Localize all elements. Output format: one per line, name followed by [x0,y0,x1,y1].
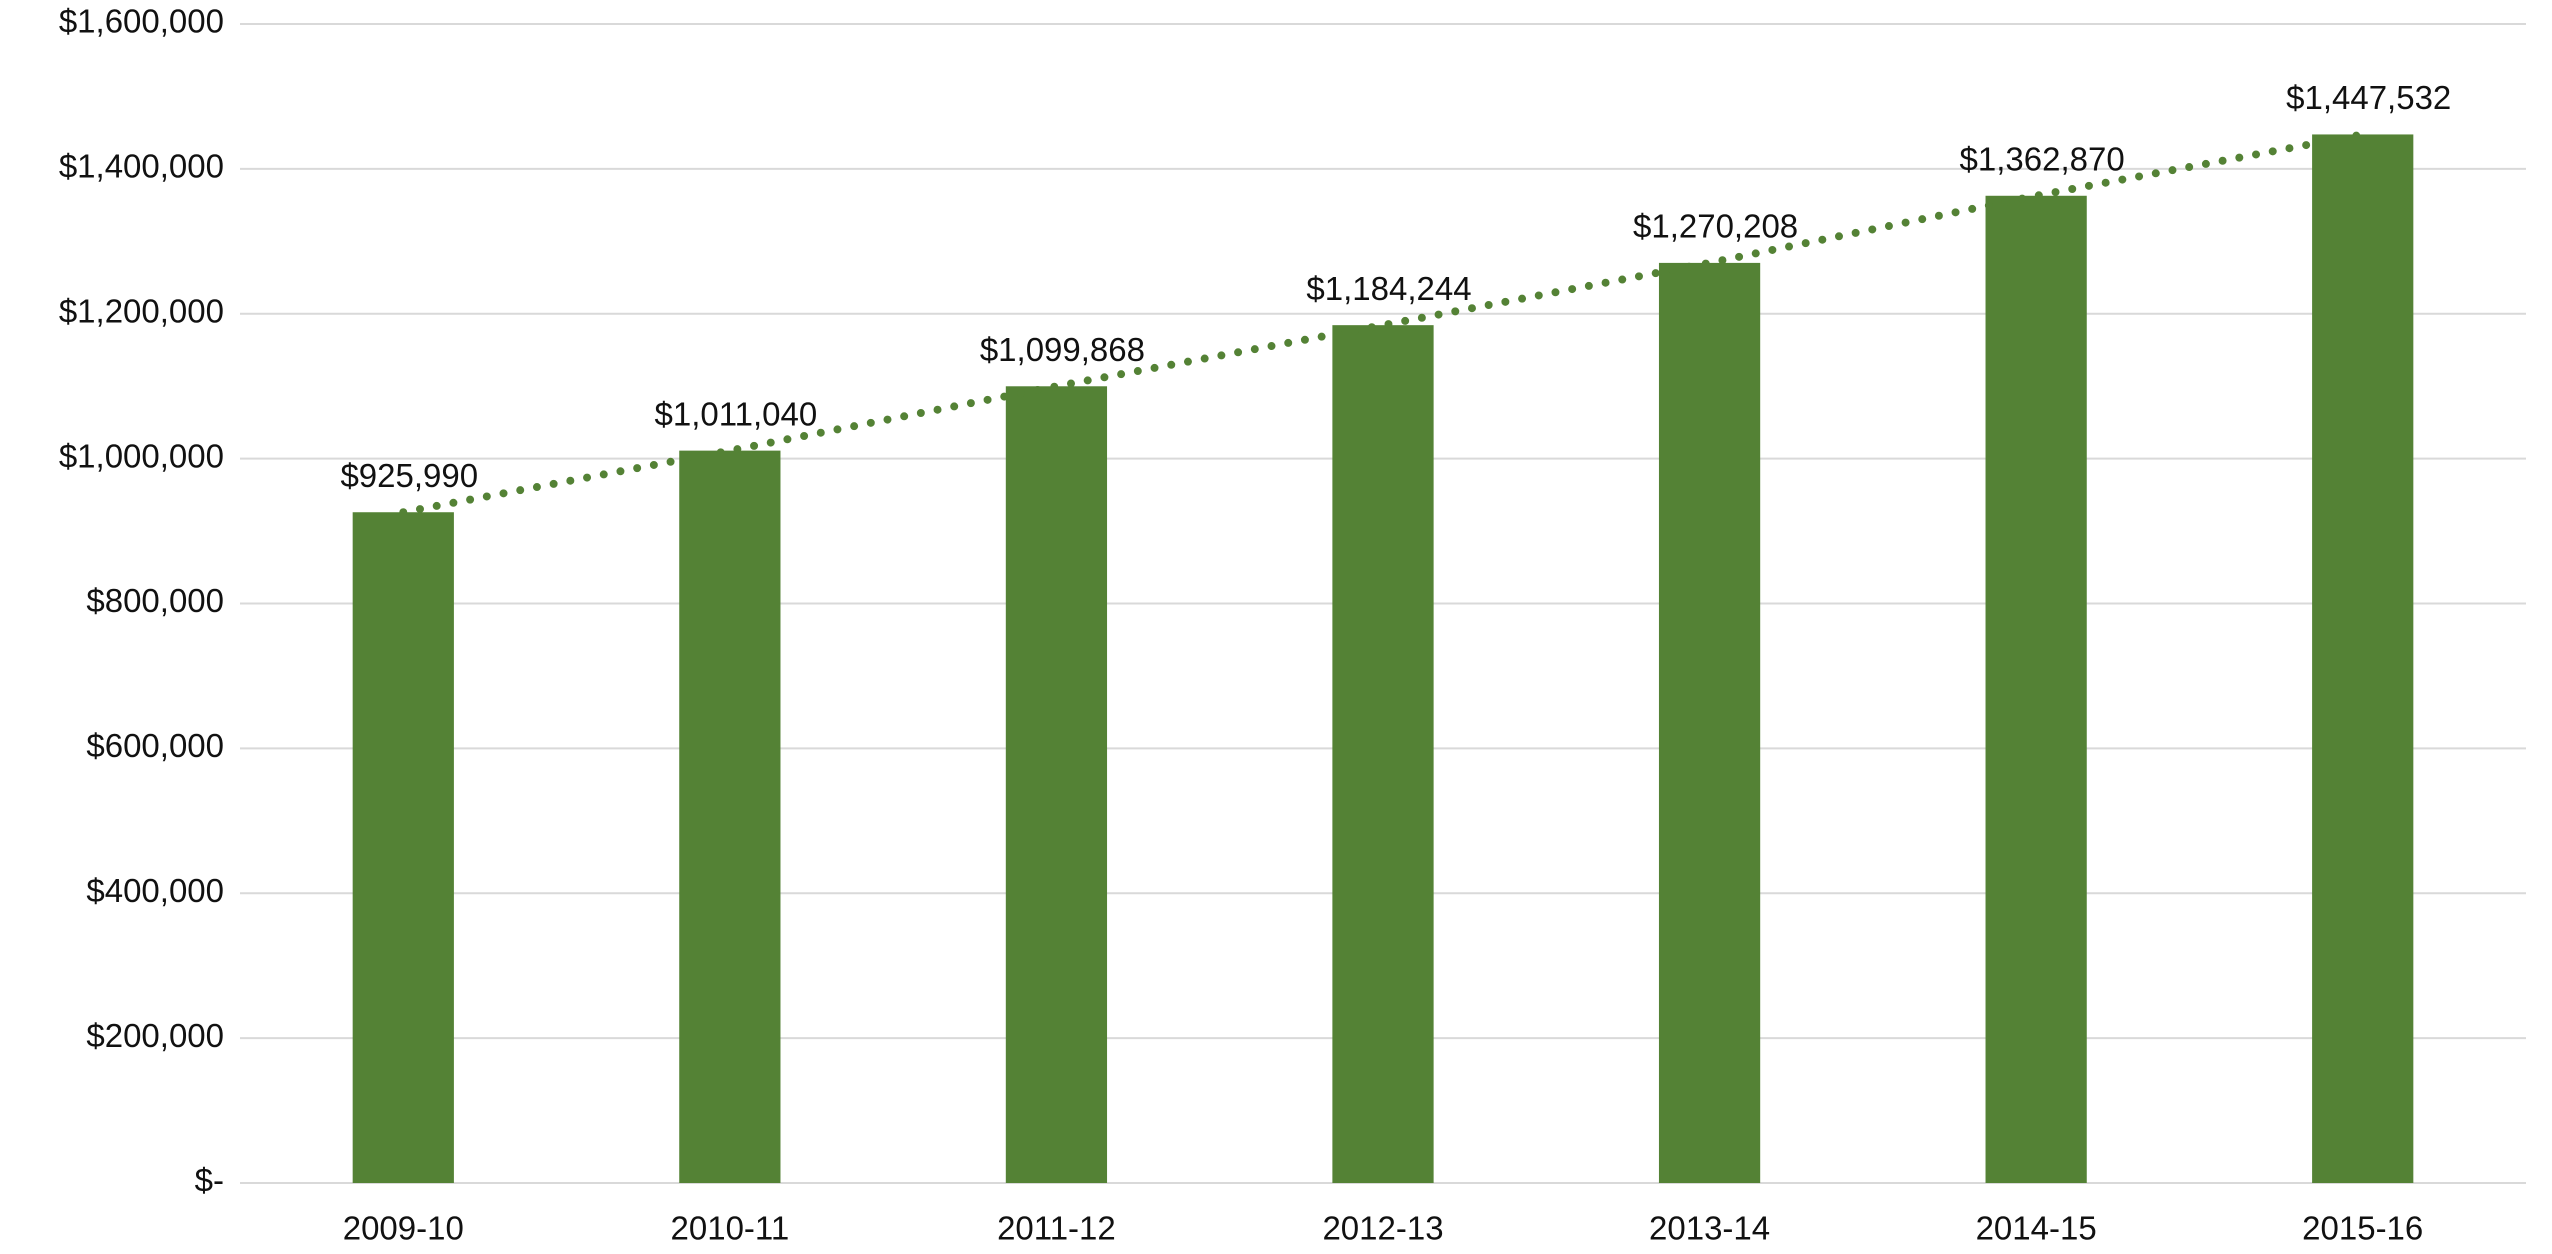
bar [2312,134,2413,1183]
x-tick-label: 2011-12 [997,1210,1116,1247]
bar [1332,325,1433,1183]
value-label: $1,362,870 [1960,140,2125,177]
x-tick-label: 2010-11 [671,1210,790,1247]
x-tick-label: 2014-15 [1976,1210,2097,1247]
x-tick-label: 2012-13 [1322,1210,1443,1247]
y-tick-label: $1,600,000 [59,3,224,40]
chart: $- $200,000 $400,000 $600,000 $800,000 $1,000… [0,0,2552,1254]
x-tick-label: 2015-16 [2302,1210,2423,1247]
x-tick-label: 2013-14 [1649,1210,1770,1247]
y-tick-label: $800,000 [86,582,224,619]
value-label: $1,270,208 [1633,208,1798,245]
y-tick-label: $1,200,000 [59,292,224,329]
bar [679,451,780,1183]
y-tick-label: $400,000 [86,872,224,909]
bar [1986,196,2087,1183]
value-label: $1,099,868 [980,331,1145,368]
bar [1659,263,1760,1183]
y-tick-label: $1,000,000 [59,437,224,474]
y-tick-label: $- [195,1162,224,1199]
y-tick-label: $1,400,000 [59,148,224,185]
value-label: $925,990 [340,457,478,494]
value-label: $1,184,244 [1306,270,1471,307]
value-label: $1,011,040 [654,395,817,432]
y-tick-label: $200,000 [86,1017,224,1054]
bar [353,512,454,1183]
bar [1006,386,1107,1183]
x-tick-label: 2009-10 [343,1210,464,1247]
y-tick-label: $600,000 [86,727,224,764]
value-label: $1,447,532 [2286,79,2451,116]
